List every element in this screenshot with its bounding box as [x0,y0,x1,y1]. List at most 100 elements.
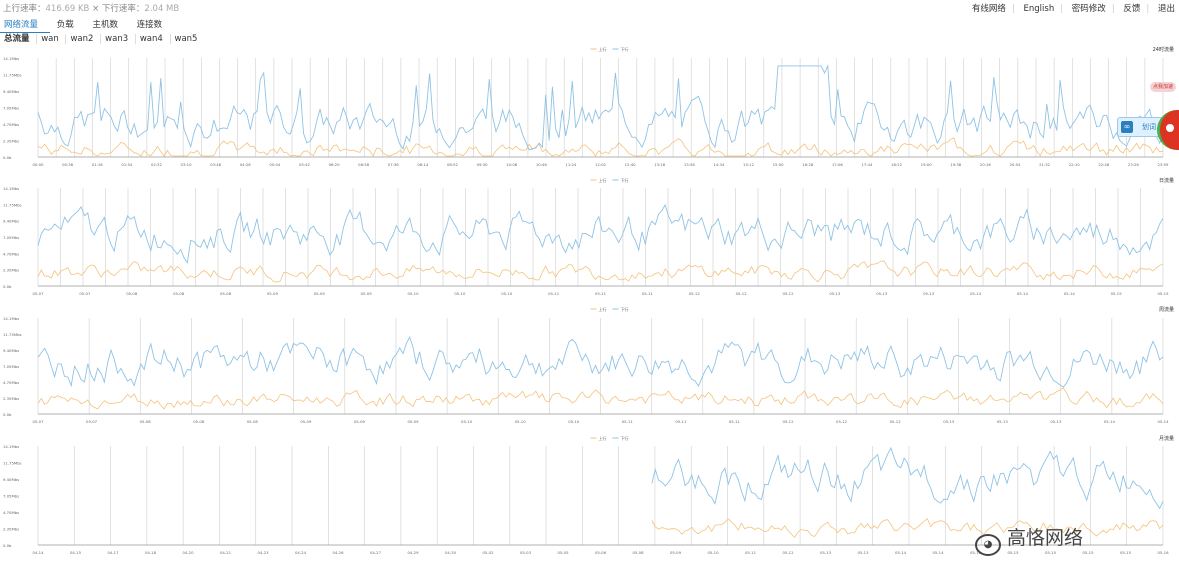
link-wired-network[interactable]: 有线网络 [971,4,1006,14]
accelerate-bubble[interactable]: 点我加速 [1150,82,1176,92]
x-tick-label: 05-05 [557,550,569,555]
x-tick-label: 05-07 [32,419,44,424]
x-tick-label: 05-10 [501,291,513,296]
x-tick-label: 13:56 [684,162,696,167]
x-tick-label: 05-12 [689,291,701,296]
x-tick-label: 05-11 [622,419,634,424]
x-tick-label: 22:10 [1069,162,1081,167]
watermark: ◕ 高恪网络 [975,523,1083,556]
x-tick-label: 00:38 [62,162,74,167]
tab-load[interactable]: 负载 [56,20,74,30]
x-tick-label: 05-10 [454,291,466,296]
legend-upload-label: 上行 [599,306,607,312]
x-tick-label: 05-07 [79,291,91,296]
x-tick-label: 05-15 [1120,550,1132,555]
x-tick-label: 05-03 [520,550,532,555]
link-change-password[interactable]: 密码修改 [1071,4,1106,14]
x-tick-label: 05-14 [1064,291,1076,296]
y-tick-label: 11.75Mbs [3,73,22,78]
divider: | [1111,4,1115,14]
x-tick-label: 08:52 [447,162,459,167]
subtab-total[interactable]: 总流量 [4,34,30,44]
y-tick-label: 11.75Mbs [3,461,22,466]
y-tick-label: 9.40Mbs [3,477,19,482]
x-tick-label: 05-09 [670,550,682,555]
x-tick-label: 05-10 [568,419,580,424]
download-speed-value: 2.04 MB [144,4,180,14]
download-series-line [37,335,1164,388]
x-tick-label: 04-24 [295,550,307,555]
divider: | [1146,4,1150,14]
x-tick-label: 05-15 [1082,550,1094,555]
x-tick-label: 05-15 [970,550,982,555]
x-tick-label: 05-10 [407,291,419,296]
subtab-wan2[interactable]: wan2 [65,34,97,44]
x-tick-label: 00:00 [33,162,45,167]
x-tick-label: 05:42 [299,162,311,167]
x-tick-label: 15:12 [743,162,755,167]
x-tick-label: 19:00 [921,162,933,167]
y-tick-label: 14.1Mbs [3,56,19,61]
x-tick-label: 05-13 [997,419,1009,424]
y-tick-label: 2.35Mbs [3,527,19,532]
x-tick-label: 05-08 [220,291,232,296]
upload-series-line [37,387,1164,410]
top-bar: 上行速率：416.69 KB × 下行速率：2.04 MB 有线网络 | Engl… [0,0,1179,16]
link-feedback[interactable]: 反馈 [1123,4,1141,14]
legend-download-label: 下行 [621,177,629,183]
y-tick-label: 4.70Mbs [3,122,19,127]
x-tick-label: 04-23 [257,550,269,555]
x-tick-label: 14:34 [713,162,725,167]
legend-download-label: 下行 [621,435,629,441]
divider: | [1011,4,1015,14]
x-tick-label: 05-13 [923,291,935,296]
x-tick-label: 05-08 [632,550,644,555]
x-tick-label: 05-13 [876,291,888,296]
chart-title: 月流量 [1159,435,1174,442]
x-tick-label: 05:04 [269,162,281,167]
upload-speed-value: 416.69 KB [45,4,90,14]
y-tick-label: 14.1Mbs [3,316,19,321]
x-tick-label: 05-08 [193,419,205,424]
tab-network-traffic[interactable]: 网络流量 [0,17,51,33]
subtab-wan[interactable]: wan [36,34,63,44]
download-speed-label: 下行速率： [101,4,145,14]
tab-hosts[interactable]: 主机数 [92,20,118,30]
x-tick-label: 08:14 [417,162,429,167]
y-tick-label: 7.05Mbs [3,494,19,499]
legend-upload-label: 上行 [599,46,607,52]
x-tick-label: 05-16 [1157,550,1169,555]
subtab-wan5[interactable]: wan5 [169,34,202,44]
link-english[interactable]: English [1023,4,1055,14]
x-tick-label: 01:54 [121,162,133,167]
x-tick-label: 05-12 [782,550,794,555]
tab-connections[interactable]: 连接数 [136,20,163,30]
x-tick-label: 05-15 [1111,291,1123,296]
x-tick-label: 10:46 [536,162,548,167]
speed-separator-icon: × [92,4,102,14]
link-logout[interactable]: 退出 [1157,4,1175,14]
y-tick-label: 2.35Mbs [3,268,19,273]
x-tick-label: 23:59 [1158,162,1170,167]
x-tick-label: 01:16 [92,162,104,167]
x-tick-label: 05-12 [782,419,794,424]
x-tick-label: 05-08 [126,291,138,296]
floating-ball-widget[interactable] [1157,110,1179,150]
x-tick-label: 04-18 [145,550,157,555]
subtab-wan3[interactable]: wan3 [100,34,132,44]
y-tick-label: 14.1Mbs [3,186,19,191]
x-tick-label: 05-14 [970,291,982,296]
x-tick-label: 05-11 [548,291,560,296]
download-series-line [37,203,1164,264]
x-tick-label: 04-20 [182,550,194,555]
x-tick-label: 13:18 [654,162,666,167]
x-tick-label: 10:08 [506,162,518,167]
x-tick-label: 23:26 [1128,162,1140,167]
x-tick-label: 20:16 [980,162,992,167]
x-tick-label: 04-15 [70,550,82,555]
x-tick-label: 16:28 [802,162,814,167]
subtab-wan4[interactable]: wan4 [134,34,167,44]
x-tick-label: 05-12 [890,419,902,424]
y-tick-label: 4.70Mbs [3,251,19,256]
